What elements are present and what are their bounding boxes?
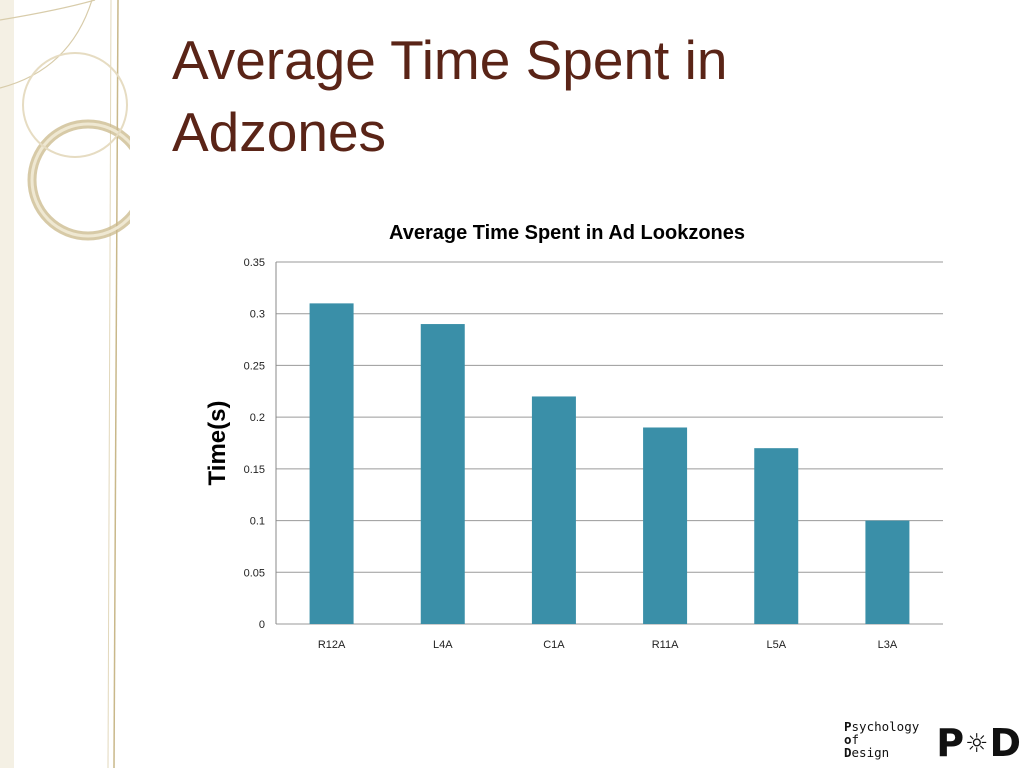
- slide-title: Average Time Spent in Adzones: [172, 24, 932, 168]
- x-tick-label: R11A: [652, 639, 679, 651]
- y-tick-label: 0: [259, 619, 265, 631]
- y-axis-label: Time(s): [204, 401, 231, 486]
- x-tick-label: R12A: [318, 639, 346, 651]
- bar-r11a: [643, 427, 688, 624]
- bar-l5a: [754, 448, 799, 624]
- x-tick-label: L5A: [766, 639, 786, 651]
- x-tick-label: C1A: [543, 639, 565, 651]
- decorative-curves: [0, 0, 130, 768]
- bar-l4a: [420, 324, 465, 624]
- bar-c1a: [531, 396, 576, 624]
- x-tick-label: L3A: [878, 639, 898, 651]
- gridlines: [276, 261, 943, 625]
- x-tick-label: L4A: [433, 639, 453, 651]
- bar-r12a: [309, 303, 354, 624]
- x-tick-labels: R12A L4A C1A R11A L5A L3A: [318, 639, 898, 651]
- y-tick-label: 0.15: [244, 464, 265, 476]
- psychology-of-design-logo: Psychology of Design P☼D: [838, 718, 1022, 768]
- y-tick-label: 0.2: [250, 412, 265, 424]
- y-tick-label: 0.1: [250, 516, 265, 528]
- bar-l3a: [865, 520, 910, 624]
- bars: [309, 303, 910, 624]
- y-tick-labels: 0 0.05 0.1 0.15 0.2 0.25 0.3 0.35: [244, 257, 265, 631]
- y-tick-label: 0.35: [244, 257, 265, 269]
- y-tick-label: 0.25: [244, 360, 265, 372]
- logo-mark: P☼D: [936, 721, 1022, 765]
- y-tick-label: 0.05: [244, 567, 265, 579]
- lightbulb-icon: ☼: [965, 729, 990, 759]
- y-tick-label: 0.3: [250, 309, 265, 321]
- chart-title: Average Time Spent in Ad Lookzones: [389, 222, 745, 244]
- logo-wordmark: Psychology of Design: [844, 719, 920, 760]
- slide-title-line: Adzones: [172, 101, 387, 163]
- slide-title-line: Average Time Spent in: [172, 29, 728, 91]
